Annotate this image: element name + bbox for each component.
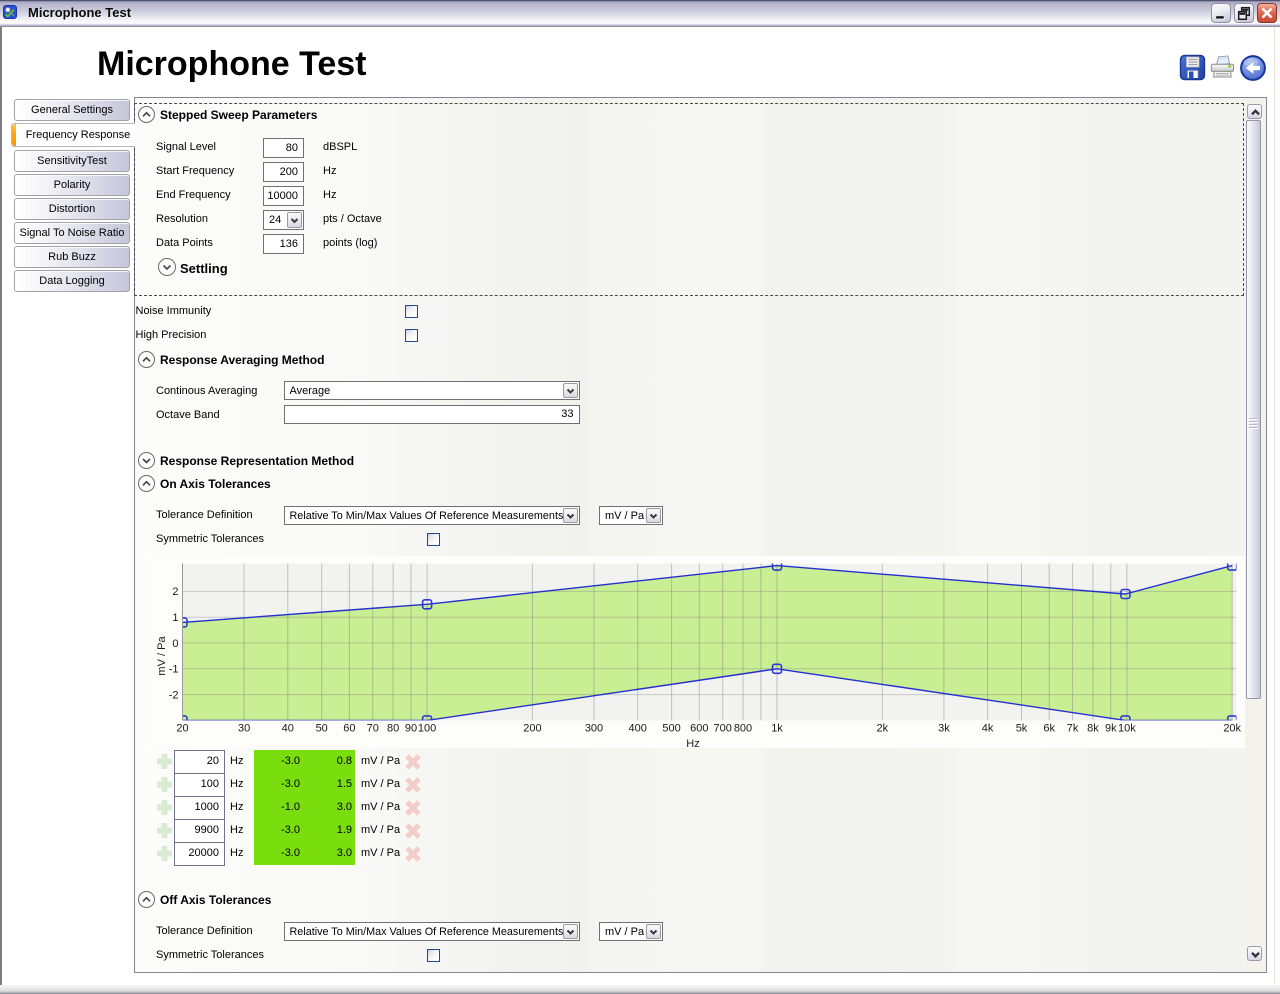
svg-text:800: 800	[734, 723, 752, 735]
svg-text:0: 0	[172, 638, 178, 650]
svg-text:7k: 7k	[1067, 723, 1079, 735]
svg-text:Hz: Hz	[686, 738, 699, 748]
svg-text:1k: 1k	[771, 723, 783, 735]
svg-text:500: 500	[662, 723, 680, 735]
svg-text:100: 100	[418, 723, 436, 735]
svg-text:5k: 5k	[1016, 723, 1028, 735]
svg-text:400: 400	[629, 723, 647, 735]
svg-text:80: 80	[387, 723, 399, 735]
svg-text:10k: 10k	[1118, 723, 1136, 735]
svg-text:1: 1	[172, 612, 178, 624]
svg-text:6k: 6k	[1043, 723, 1055, 735]
svg-text:3k: 3k	[938, 723, 950, 735]
svg-text:4k: 4k	[982, 723, 994, 735]
svg-text:600: 600	[690, 723, 708, 735]
svg-text:20k: 20k	[1223, 723, 1241, 735]
svg-text:60: 60	[343, 723, 355, 735]
svg-text:2: 2	[172, 586, 178, 598]
svg-text:20: 20	[176, 723, 188, 735]
svg-text:-1: -1	[169, 664, 179, 676]
svg-text:8k: 8k	[1087, 723, 1099, 735]
svg-text:-2: -2	[169, 689, 179, 701]
svg-text:90: 90	[405, 723, 417, 735]
svg-text:30: 30	[238, 723, 250, 735]
svg-text:300: 300	[585, 723, 603, 735]
svg-text:40: 40	[282, 723, 294, 735]
svg-text:mV / Pa: mV / Pa	[156, 636, 168, 676]
svg-text:200: 200	[523, 723, 541, 735]
svg-text:9k: 9k	[1105, 723, 1117, 735]
svg-text:70: 70	[367, 723, 379, 735]
svg-text:2k: 2k	[876, 723, 888, 735]
svg-text:50: 50	[316, 723, 328, 735]
svg-text:700: 700	[714, 723, 732, 735]
